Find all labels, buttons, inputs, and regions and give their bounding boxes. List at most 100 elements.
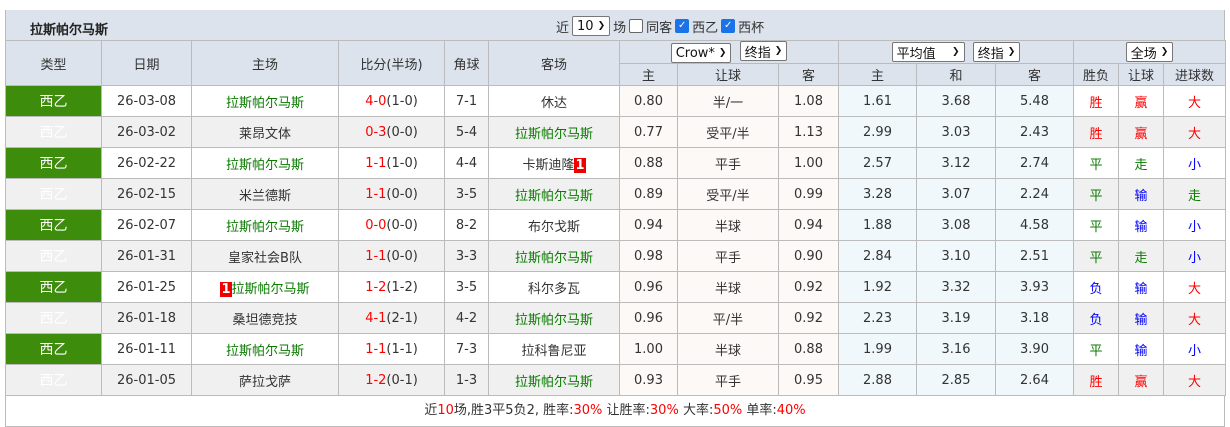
odds2-away: 5.48 — [995, 85, 1074, 117]
away-team[interactable]: 拉斯帕尔马斯 — [488, 178, 620, 210]
handicap-result: 走 — [1118, 240, 1164, 272]
corners: 3-5 — [444, 271, 489, 303]
match-count-select[interactable]: 10 ❯ — [572, 16, 611, 36]
away-team-name[interactable]: 卡斯迪隆 — [522, 157, 575, 173]
match-date: 26-01-11 — [101, 333, 192, 365]
score[interactable]: 1-2(1-2) — [338, 271, 445, 303]
home-team-name[interactable]: 皇家社会B队 — [228, 250, 302, 266]
result: 胜 — [1073, 85, 1119, 117]
odds-average-select[interactable]: 平均值 ❯ — [891, 42, 965, 62]
odds-average-value: 平均值 — [896, 46, 936, 62]
home-team-name[interactable]: 萨拉戈萨 — [238, 374, 291, 390]
league-cell[interactable]: 西乙 — [5, 240, 102, 272]
col-odds1-away: 客 — [778, 63, 839, 86]
score[interactable]: 1-1(0-0) — [338, 240, 445, 272]
league-cell[interactable]: 西乙 — [5, 302, 102, 334]
home-team[interactable]: 莱昂文体 — [191, 116, 339, 148]
home-team-name[interactable]: 拉斯帕尔马斯 — [225, 343, 304, 359]
away-team[interactable]: 休达 — [488, 85, 620, 117]
col-odds2-away: 客 — [995, 63, 1074, 86]
league-cell[interactable]: 西乙 — [5, 116, 102, 148]
home-team[interactable]: 米兰德斯 — [191, 178, 339, 210]
odds1-kind-select[interactable]: 终指 ❯ — [739, 41, 788, 61]
away-team[interactable]: 拉斯帕尔马斯 — [488, 302, 620, 334]
league-cell[interactable]: 西乙 — [5, 85, 102, 117]
away-team-name[interactable]: 休达 — [540, 95, 567, 111]
odds-company-select[interactable]: Crow* ❯ — [670, 43, 732, 63]
away-team-name[interactable]: 科尔多瓦 — [527, 281, 580, 297]
home-team[interactable]: 萨拉戈萨 — [191, 364, 339, 396]
home-team-name[interactable]: 拉斯帕尔马斯 — [225, 219, 304, 235]
home-team-name[interactable]: 拉斯帕尔马斯 — [225, 95, 304, 111]
half-score: (0-0) — [386, 217, 418, 233]
full-score: 1-1 — [365, 186, 387, 202]
result: 负 — [1073, 302, 1119, 334]
score[interactable]: 1-1(1-1) — [338, 333, 445, 365]
result-scope-select[interactable]: 全场 ❯ — [1125, 42, 1174, 62]
chevron-down-icon: ❯ — [1007, 47, 1016, 57]
home-team-name[interactable]: 拉斯帕尔马斯 — [231, 281, 310, 297]
half-score: (1-2) — [386, 279, 418, 295]
odds2-home: 2.84 — [838, 240, 917, 272]
handicap-result: 输 — [1118, 333, 1164, 365]
odds1-home: 0.94 — [619, 209, 678, 241]
goals-result: 大 — [1163, 302, 1226, 334]
odds2-home: 3.28 — [838, 178, 917, 210]
league-checkbox-xiyi[interactable]: ✓ — [675, 19, 690, 33]
score[interactable]: 1-2(0-1) — [338, 364, 445, 396]
odds1-handicap: 受平/半 — [677, 178, 779, 210]
away-team[interactable]: 卡斯迪隆1 — [488, 147, 620, 179]
match-row: 西乙 26-02-07 拉斯帕尔马斯 0-0(0-0) 8-2 布尔戈斯 0.94 半球 0.9… — [5, 209, 1226, 241]
league-checkbox-xibei[interactable]: ✓ — [721, 19, 736, 33]
same-home-checkbox[interactable] — [629, 19, 644, 33]
match-row: 西乙 26-01-05 萨拉戈萨 1-2(0-1) 1-3 拉斯帕尔马斯 0.93 平手 0.9… — [5, 364, 1226, 396]
col-odds2-home: 主 — [838, 63, 917, 86]
away-team[interactable]: 拉斯帕尔马斯 — [488, 116, 620, 148]
odds2-away: 4.58 — [995, 209, 1074, 241]
away-team[interactable]: 科尔多瓦 — [488, 271, 620, 303]
away-team[interactable]: 拉科鲁尼亚 — [488, 333, 620, 365]
score[interactable]: 4-0(1-0) — [338, 85, 445, 117]
home-team[interactable]: 桑坦德竞技 — [191, 302, 339, 334]
odds2-draw: 3.03 — [916, 116, 996, 148]
score[interactable]: 4-1(2-1) — [338, 302, 445, 334]
odds1-handicap: 平/半 — [677, 302, 779, 334]
home-team-name[interactable]: 莱昂文体 — [238, 126, 291, 142]
odds1-handicap: 平手 — [677, 364, 779, 396]
away-team[interactable]: 布尔戈斯 — [488, 209, 620, 241]
away-team-name[interactable]: 拉斯帕尔马斯 — [514, 188, 593, 204]
league-cell[interactable]: 西乙 — [5, 147, 102, 179]
odds2-away: 3.18 — [995, 302, 1074, 334]
score[interactable]: 0-3(0-0) — [338, 116, 445, 148]
odds1-home: 0.88 — [619, 147, 678, 179]
home-team[interactable]: 拉斯帕尔马斯 — [191, 85, 339, 117]
odds2-draw: 3.68 — [916, 85, 996, 117]
odds1-away: 0.92 — [778, 302, 839, 334]
away-team-name[interactable]: 拉科鲁尼亚 — [521, 343, 587, 359]
home-team[interactable]: 拉斯帕尔马斯 — [191, 209, 339, 241]
away-team-name[interactable]: 布尔戈斯 — [527, 219, 580, 235]
league-cell[interactable]: 西乙 — [5, 178, 102, 210]
home-team-name[interactable]: 桑坦德竞技 — [232, 312, 298, 328]
league-cell[interactable]: 西乙 — [5, 333, 102, 365]
away-team-name[interactable]: 拉斯帕尔马斯 — [514, 312, 593, 328]
home-team[interactable]: 拉斯帕尔马斯 — [191, 147, 339, 179]
score[interactable]: 0-0(0-0) — [338, 209, 445, 241]
league-cell[interactable]: 西乙 — [5, 271, 102, 303]
league-cell[interactable]: 西乙 — [5, 364, 102, 396]
home-team[interactable]: 皇家社会B队 — [191, 240, 339, 272]
away-team-name[interactable]: 拉斯帕尔马斯 — [514, 374, 593, 390]
score[interactable]: 1-1(0-0) — [338, 178, 445, 210]
score[interactable]: 1-1(1-0) — [338, 147, 445, 179]
odds2-kind-select[interactable]: 终指 ❯ — [972, 42, 1021, 62]
away-team[interactable]: 拉斯帕尔马斯 — [488, 364, 620, 396]
away-team[interactable]: 拉斯帕尔马斯 — [488, 240, 620, 272]
away-team-name[interactable]: 拉斯帕尔马斯 — [514, 126, 593, 142]
league-cell[interactable]: 西乙 — [5, 209, 102, 241]
home-team[interactable]: 拉斯帕尔马斯 — [191, 333, 339, 365]
away-team-name[interactable]: 拉斯帕尔马斯 — [514, 250, 593, 266]
home-team[interactable]: 1拉斯帕尔马斯 — [191, 271, 339, 303]
home-team-name[interactable]: 拉斯帕尔马斯 — [225, 157, 304, 173]
home-team-name[interactable]: 米兰德斯 — [238, 188, 291, 204]
matches-body: 西乙 26-03-08 拉斯帕尔马斯 4-0(1-0) 7-1 休达 0.80 半/一 1.08… — [5, 85, 1226, 396]
